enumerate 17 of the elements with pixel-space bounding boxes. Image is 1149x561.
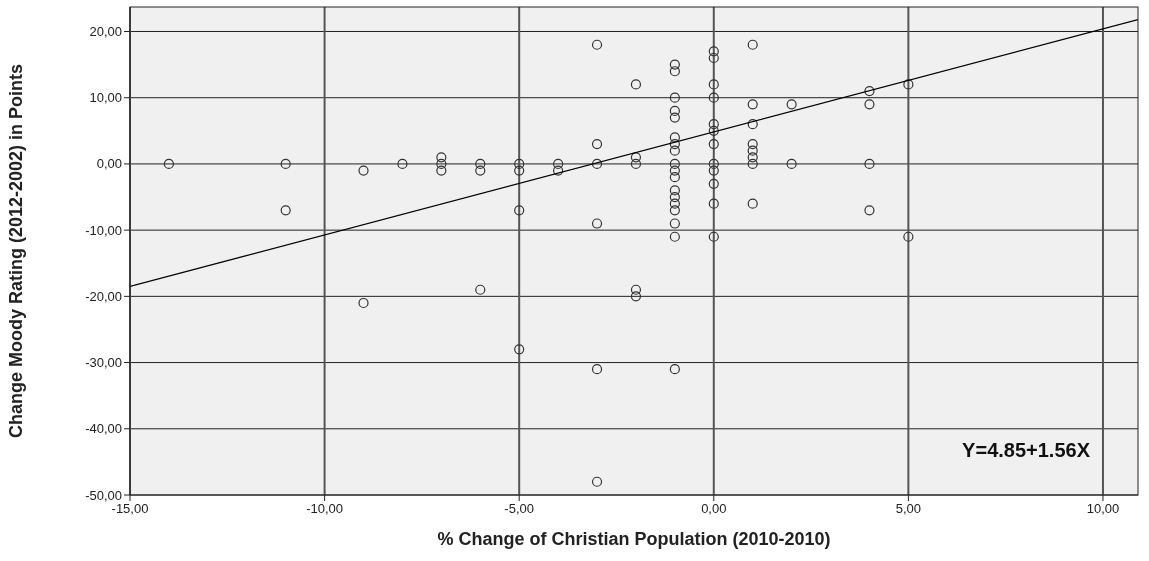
x-tick-label: -15,00 <box>111 501 149 516</box>
x-axis-title: % Change of Christian Population (2010-2010) <box>437 529 831 549</box>
x-tick-label: 5,00 <box>895 501 922 516</box>
y-tick-label: 10,00 <box>89 90 122 106</box>
y-tick-label: 0,00 <box>96 156 122 172</box>
y-tick-label: 20,00 <box>89 24 122 40</box>
y-tick-label: -10,00 <box>85 222 122 238</box>
x-tick-label: -10,00 <box>306 501 344 516</box>
x-tick-label: 10,00 <box>1086 501 1120 516</box>
x-tick-label: 0,00 <box>701 501 727 516</box>
y-axis-title: Change Moody Rating (2012-2002) in Points <box>6 63 26 439</box>
x-tick-label: -5,00 <box>504 501 535 516</box>
y-tick-label: -40,00 <box>85 421 122 437</box>
y-tick-label: -50,00 <box>85 487 122 503</box>
y-tick-label: -20,00 <box>85 288 122 304</box>
y-tick-label: -30,00 <box>85 355 122 371</box>
annotation: Y=4.85+1.56X <box>962 439 1091 461</box>
